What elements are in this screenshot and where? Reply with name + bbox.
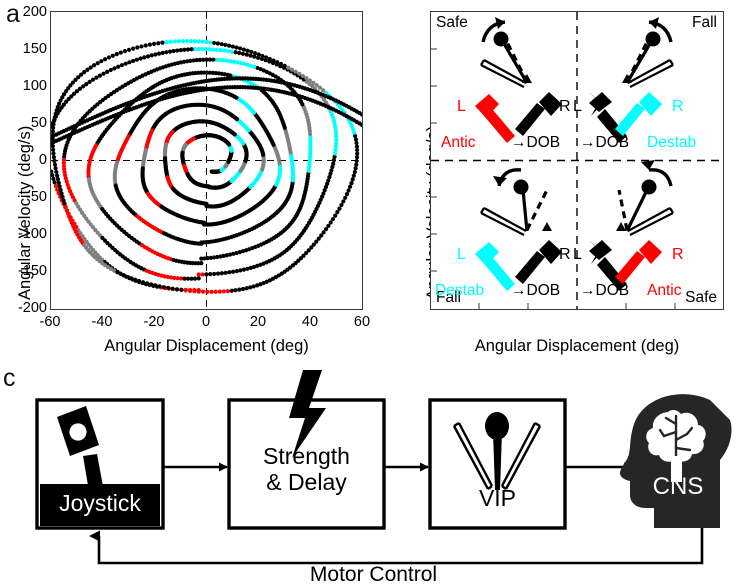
lever-label-R-tr: R (672, 98, 684, 115)
joystick-head (57, 406, 99, 456)
quadrant-bottom-left (475, 168, 562, 291)
rotation-arrow-br (648, 168, 673, 187)
inverted-pendulum-icon-bl (480, 168, 552, 236)
state-label-dob-br: →DOB (580, 282, 630, 299)
y-tick-150: 150 (22, 41, 47, 57)
trajectory-traces (51, 38, 362, 294)
pendulum-bob-br (641, 179, 657, 195)
block-cns[interactable] (620, 394, 732, 528)
feedback-loop-arrow (89, 528, 704, 565)
corner-label-bottom-right: Safe (685, 289, 717, 306)
inverted-pendulum-icon-vip (452, 412, 542, 490)
block-label-cns: CNS (652, 473, 704, 500)
vertical-reference-dashed-bl (525, 189, 549, 231)
y-tick-m50: -50 (26, 189, 47, 205)
inverted-pendulum-icon-tr (622, 17, 674, 88)
state-label-dob-bl: →DOB (511, 282, 561, 299)
lever-pair-br (589, 240, 662, 291)
pendulum-bob-vip (485, 412, 509, 440)
lever-label-R-tl: R (559, 98, 571, 115)
quadrant-svg (431, 12, 723, 309)
y-tick-200: 200 (22, 4, 47, 20)
panel-b: b Angular Velocity (deg/s) (410, 0, 747, 360)
panel-b-plot-area: Safe Fall Fall Safe L R Antic →DOB L R →… (430, 11, 724, 310)
pendulum-bob-tr (645, 31, 661, 47)
joystick-base (40, 484, 160, 526)
x-tick-20: 20 (249, 314, 267, 330)
x-tick-m20: -20 (143, 314, 165, 330)
lever-label-L-bl: L (457, 246, 466, 263)
x-tick-60: 60 (353, 314, 371, 330)
x-tick-0: 0 (201, 314, 211, 330)
panel-c: c (0, 360, 747, 588)
inverted-pendulum-icon-br (616, 160, 674, 236)
corner-label-bottom-left: Fall (436, 289, 461, 306)
lever-label-R-br: R (672, 246, 684, 263)
pendulum-bob-tl (493, 31, 509, 47)
state-label-antic-br: Antic (647, 282, 682, 299)
y-tick-0: 0 (38, 152, 47, 168)
x-tick-m60: -60 (39, 314, 61, 330)
state-label-destab-bl: Destab (435, 282, 485, 299)
block-label-vip: VIP (478, 485, 517, 511)
y-tick-m100: -100 (17, 226, 47, 242)
quadrant-bottom-right (589, 160, 674, 291)
y-tick-m200: -200 (17, 300, 47, 316)
y-tick-50: 50 (30, 115, 47, 131)
panel-a-x-axis-label: Angular Displacement (deg) (104, 337, 309, 355)
corner-label-top-left: Safe (436, 14, 468, 31)
brain-icon (646, 409, 706, 482)
y-tick-100: 100 (22, 78, 47, 94)
y-tick-m150: -150 (17, 263, 47, 279)
lightning-bolt-icon (289, 370, 326, 458)
inverted-pendulum-icon-tl (480, 17, 532, 88)
state-label-antic-tl: Antic (441, 134, 476, 151)
lever-label-L-tl: L (457, 98, 466, 115)
panel-a-plot-area (50, 11, 363, 310)
panel-b-x-axis-label: Angular Displacement (deg) (474, 337, 680, 355)
vertical-reference-dashed-tl (505, 41, 529, 83)
phase-plane-svg (51, 12, 362, 309)
panel-a: a Angular Velocity (deg/s) 200 150 100 5… (0, 0, 410, 360)
quadrant-top-left (475, 17, 562, 143)
state-label-destab-tr: Destab (647, 134, 697, 151)
block-label-strength-delay: Strength & Delay (263, 443, 350, 495)
block-label-joystick: Joystick (59, 490, 141, 516)
corner-label-top-right: Fall (692, 14, 717, 31)
block-diagram-svg (35, 370, 732, 565)
x-tick-m40: -40 (91, 314, 113, 330)
vertical-reference-dashed-br (617, 189, 629, 231)
panel-c-letter: c (3, 364, 16, 392)
state-label-dob-tl: →DOB (511, 134, 561, 151)
block-vip[interactable] (428, 398, 567, 530)
panel-b-ticks (431, 48, 676, 309)
lever-pair-tl (475, 92, 562, 143)
vertical-reference-dashed-tr (625, 41, 649, 83)
x-tick-40: 40 (301, 314, 319, 330)
block-joystick[interactable] (35, 398, 165, 530)
lever-pair-bl (475, 240, 562, 291)
lever-label-L-tr: L (573, 98, 582, 115)
lever-label-R-bl: R (559, 246, 571, 263)
quadrant-top-right (589, 17, 674, 143)
state-label-dob-tr: →DOB (580, 134, 630, 151)
block-strength-delay[interactable] (227, 370, 386, 530)
panel-a-letter: a (6, 0, 20, 28)
feedback-label-motor-control: Motor Control (309, 563, 438, 586)
pendulum-bob-bl (513, 179, 529, 195)
lever-label-L-br: L (573, 246, 582, 263)
lever-pair-tr (589, 92, 662, 143)
